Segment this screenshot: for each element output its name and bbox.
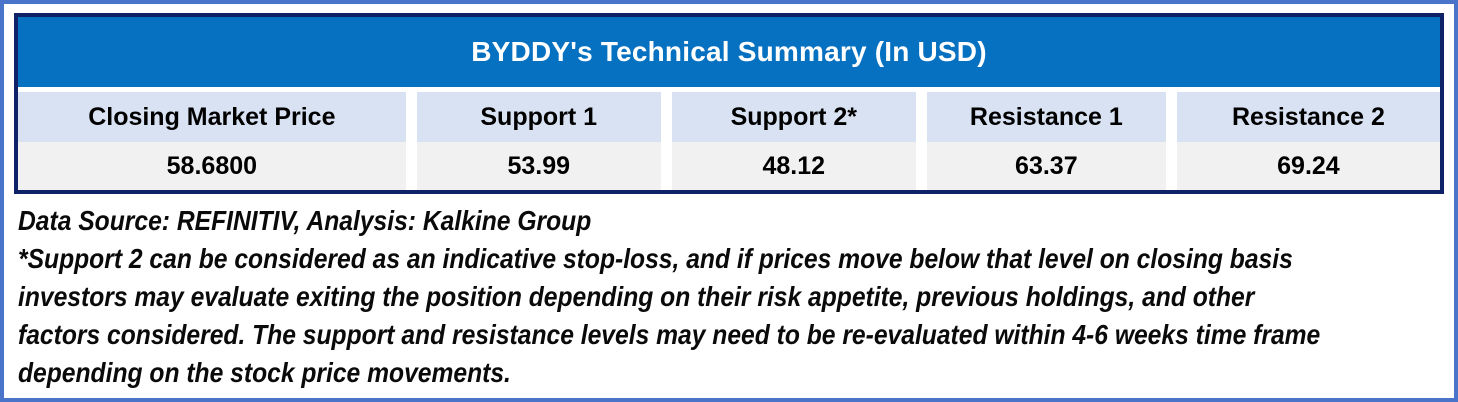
support-2-value: 48.12 bbox=[671, 142, 916, 190]
support-1-value: 53.99 bbox=[416, 142, 661, 190]
column-header-support-2: Support 2* bbox=[671, 92, 916, 142]
column-header-support-1: Support 1 bbox=[416, 92, 661, 142]
resistance-2-value: 69.24 bbox=[1176, 142, 1440, 190]
resistance-1-value: 63.37 bbox=[926, 142, 1166, 190]
footnote-line: factors considered. The support and resi… bbox=[18, 319, 1321, 350]
column-header-resistance-2: Resistance 2 bbox=[1176, 92, 1440, 142]
footnote: Data Source: REFINITIV, Analysis: Kalkin… bbox=[4, 194, 1454, 392]
footnote-line: depending on the stock price movements. bbox=[18, 357, 511, 388]
closing-price-value: 58.6800 bbox=[18, 142, 406, 190]
data-source-line: Data Source: REFINITIV, Analysis: Kalkin… bbox=[18, 205, 592, 236]
table-header-row: Closing Market Price Support 1 Support 2… bbox=[18, 92, 1440, 142]
column-header-closing-price: Closing Market Price bbox=[18, 92, 406, 142]
technical-summary-table: BYDDY's Technical Summary (In USD) Closi… bbox=[14, 13, 1444, 194]
column-header-resistance-1: Resistance 1 bbox=[926, 92, 1166, 142]
footnote-line: *Support 2 can be considered as an indic… bbox=[18, 243, 1293, 274]
footnote-line: investors may evaluate exiting the posit… bbox=[18, 281, 1255, 312]
table-title: BYDDY's Technical Summary (In USD) bbox=[18, 17, 1440, 87]
table-value-row: 58.6800 53.99 48.12 63.37 69.24 bbox=[18, 142, 1440, 190]
